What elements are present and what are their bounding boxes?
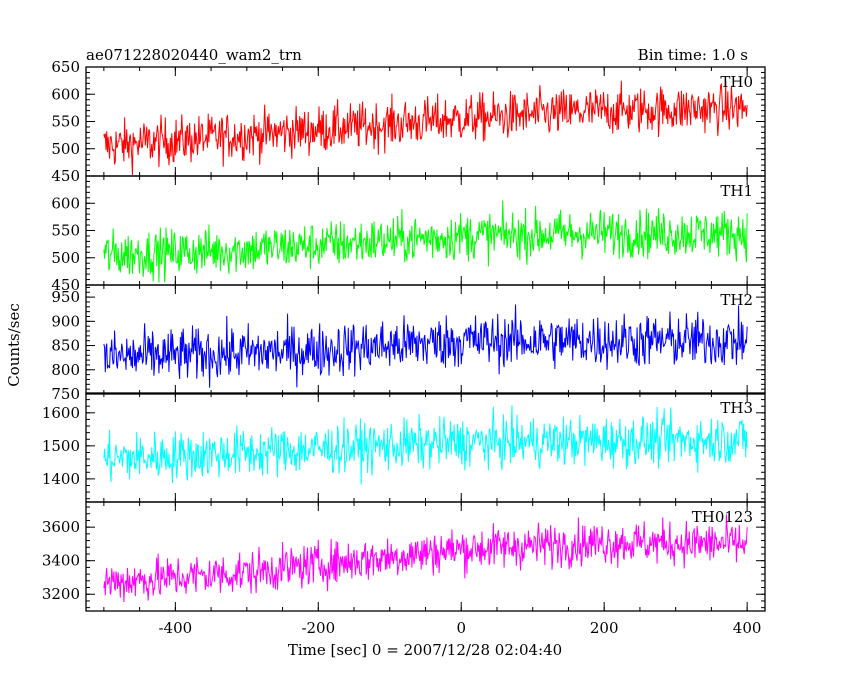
series-line-th0 [103, 80, 748, 175]
x-tick-label: -200 [301, 619, 335, 637]
panel-th0: 450 500 550 600 650 TH0 [51, 58, 766, 185]
y-tick-label: 950 [51, 288, 80, 306]
y-tick-label: 750 [51, 385, 80, 403]
panel-th1: 450 500 550 600 TH1 [51, 175, 766, 294]
y-tick-label: 500 [51, 249, 80, 267]
y-tick-label: 3200 [42, 585, 80, 603]
y-tick-label: 850 [51, 337, 80, 355]
series-line-th1 [103, 200, 748, 283]
series-line-th2 [103, 304, 748, 388]
series-line-th3 [103, 405, 748, 485]
panel-name-label: TH2 [720, 291, 753, 309]
y-tick-label: 1400 [42, 470, 80, 488]
panel-name-label: TH0123 [692, 508, 753, 526]
y-tick-label: 650 [51, 58, 80, 76]
x-tick-label: -400 [158, 619, 192, 637]
y-tick-label: 450 [51, 276, 80, 294]
x-axis-label: Time [sec] 0 = 2007/12/28 02:04:40 [288, 641, 562, 659]
x-tick-label: 0 [456, 619, 466, 637]
y-tick-label: 450 [51, 167, 80, 185]
panel-th3: 1400 1500 1600 TH3 [42, 392, 766, 503]
y-tick-label: 550 [51, 113, 80, 131]
y-tick-label: 500 [51, 140, 80, 158]
chart-title: ae071228020440_wam2_trn [86, 46, 302, 64]
y-tick-label: 550 [51, 222, 80, 240]
y-tick-label: 1600 [42, 404, 80, 422]
y-tick-label: 900 [51, 312, 80, 330]
y-tick-label: 3400 [42, 552, 80, 570]
y-tick-label: 800 [51, 361, 80, 379]
y-tick-label: 600 [51, 85, 80, 103]
series-line-th0123 [103, 514, 748, 602]
panel-th2: 750 800 850 900 950 TH2 [51, 284, 766, 403]
panel-th0123: 3200 3400 3600 TH0123 [42, 501, 766, 612]
panel-name-label: TH0 [720, 73, 753, 91]
y-tick-label: 600 [51, 194, 80, 212]
x-tick-label: 400 [733, 619, 762, 637]
y-tick-label: 1500 [42, 437, 80, 455]
panel-name-label: TH3 [720, 399, 753, 417]
x-tick-label: 200 [590, 619, 619, 637]
y-tick-label: 3600 [42, 518, 80, 536]
y-axis-label: Counts/sec [5, 303, 23, 387]
panel-name-label: TH1 [720, 182, 753, 200]
bin-time-label: Bin time: 1.0 s [638, 46, 748, 64]
